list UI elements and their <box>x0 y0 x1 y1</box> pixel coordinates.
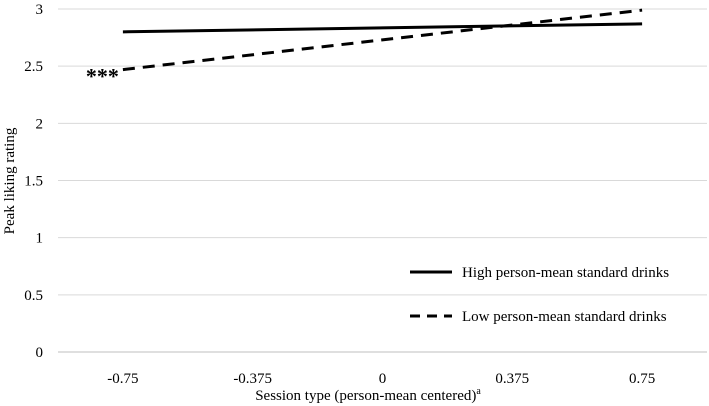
y-tick-label: 3 <box>36 2 44 18</box>
x-tick-label: -0.375 <box>233 371 272 387</box>
x-tick-label: 0.375 <box>495 371 529 387</box>
x-axis-ticks: -0.75 -0.375 0 0.375 0.75 <box>107 371 655 387</box>
series-line-low <box>122 8 643 72</box>
y-axis-ticks: 0 0.5 1 1.5 2 2.5 3 <box>24 2 43 361</box>
x-tick-label: 0 <box>379 371 387 387</box>
y-tick-label: 1 <box>36 231 44 247</box>
significance-annotation: *** <box>86 64 119 89</box>
legend-label-high: High person-mean standard drinks <box>462 265 669 281</box>
y-tick-label: 0.5 <box>24 288 43 304</box>
series-line-high <box>122 22 643 34</box>
y-axis-title: Peak liking rating <box>2 127 18 234</box>
y-tick-label: 2.5 <box>24 59 43 75</box>
x-axis-title: Session type (person-mean centered)a <box>255 386 481 404</box>
series-lines <box>122 8 643 72</box>
x-tick-label: -0.75 <box>107 371 138 387</box>
gridlines <box>58 8 707 353</box>
annotations: *** <box>86 64 119 89</box>
legend-label-low: Low person-mean standard drinks <box>462 309 667 325</box>
y-tick-label: 1.5 <box>24 174 43 190</box>
y-tick-label: 0 <box>36 345 44 361</box>
y-tick-label: 2 <box>36 116 44 132</box>
x-tick-label: 0.75 <box>629 371 655 387</box>
legend: High person-mean standard drinks Low per… <box>410 265 669 325</box>
